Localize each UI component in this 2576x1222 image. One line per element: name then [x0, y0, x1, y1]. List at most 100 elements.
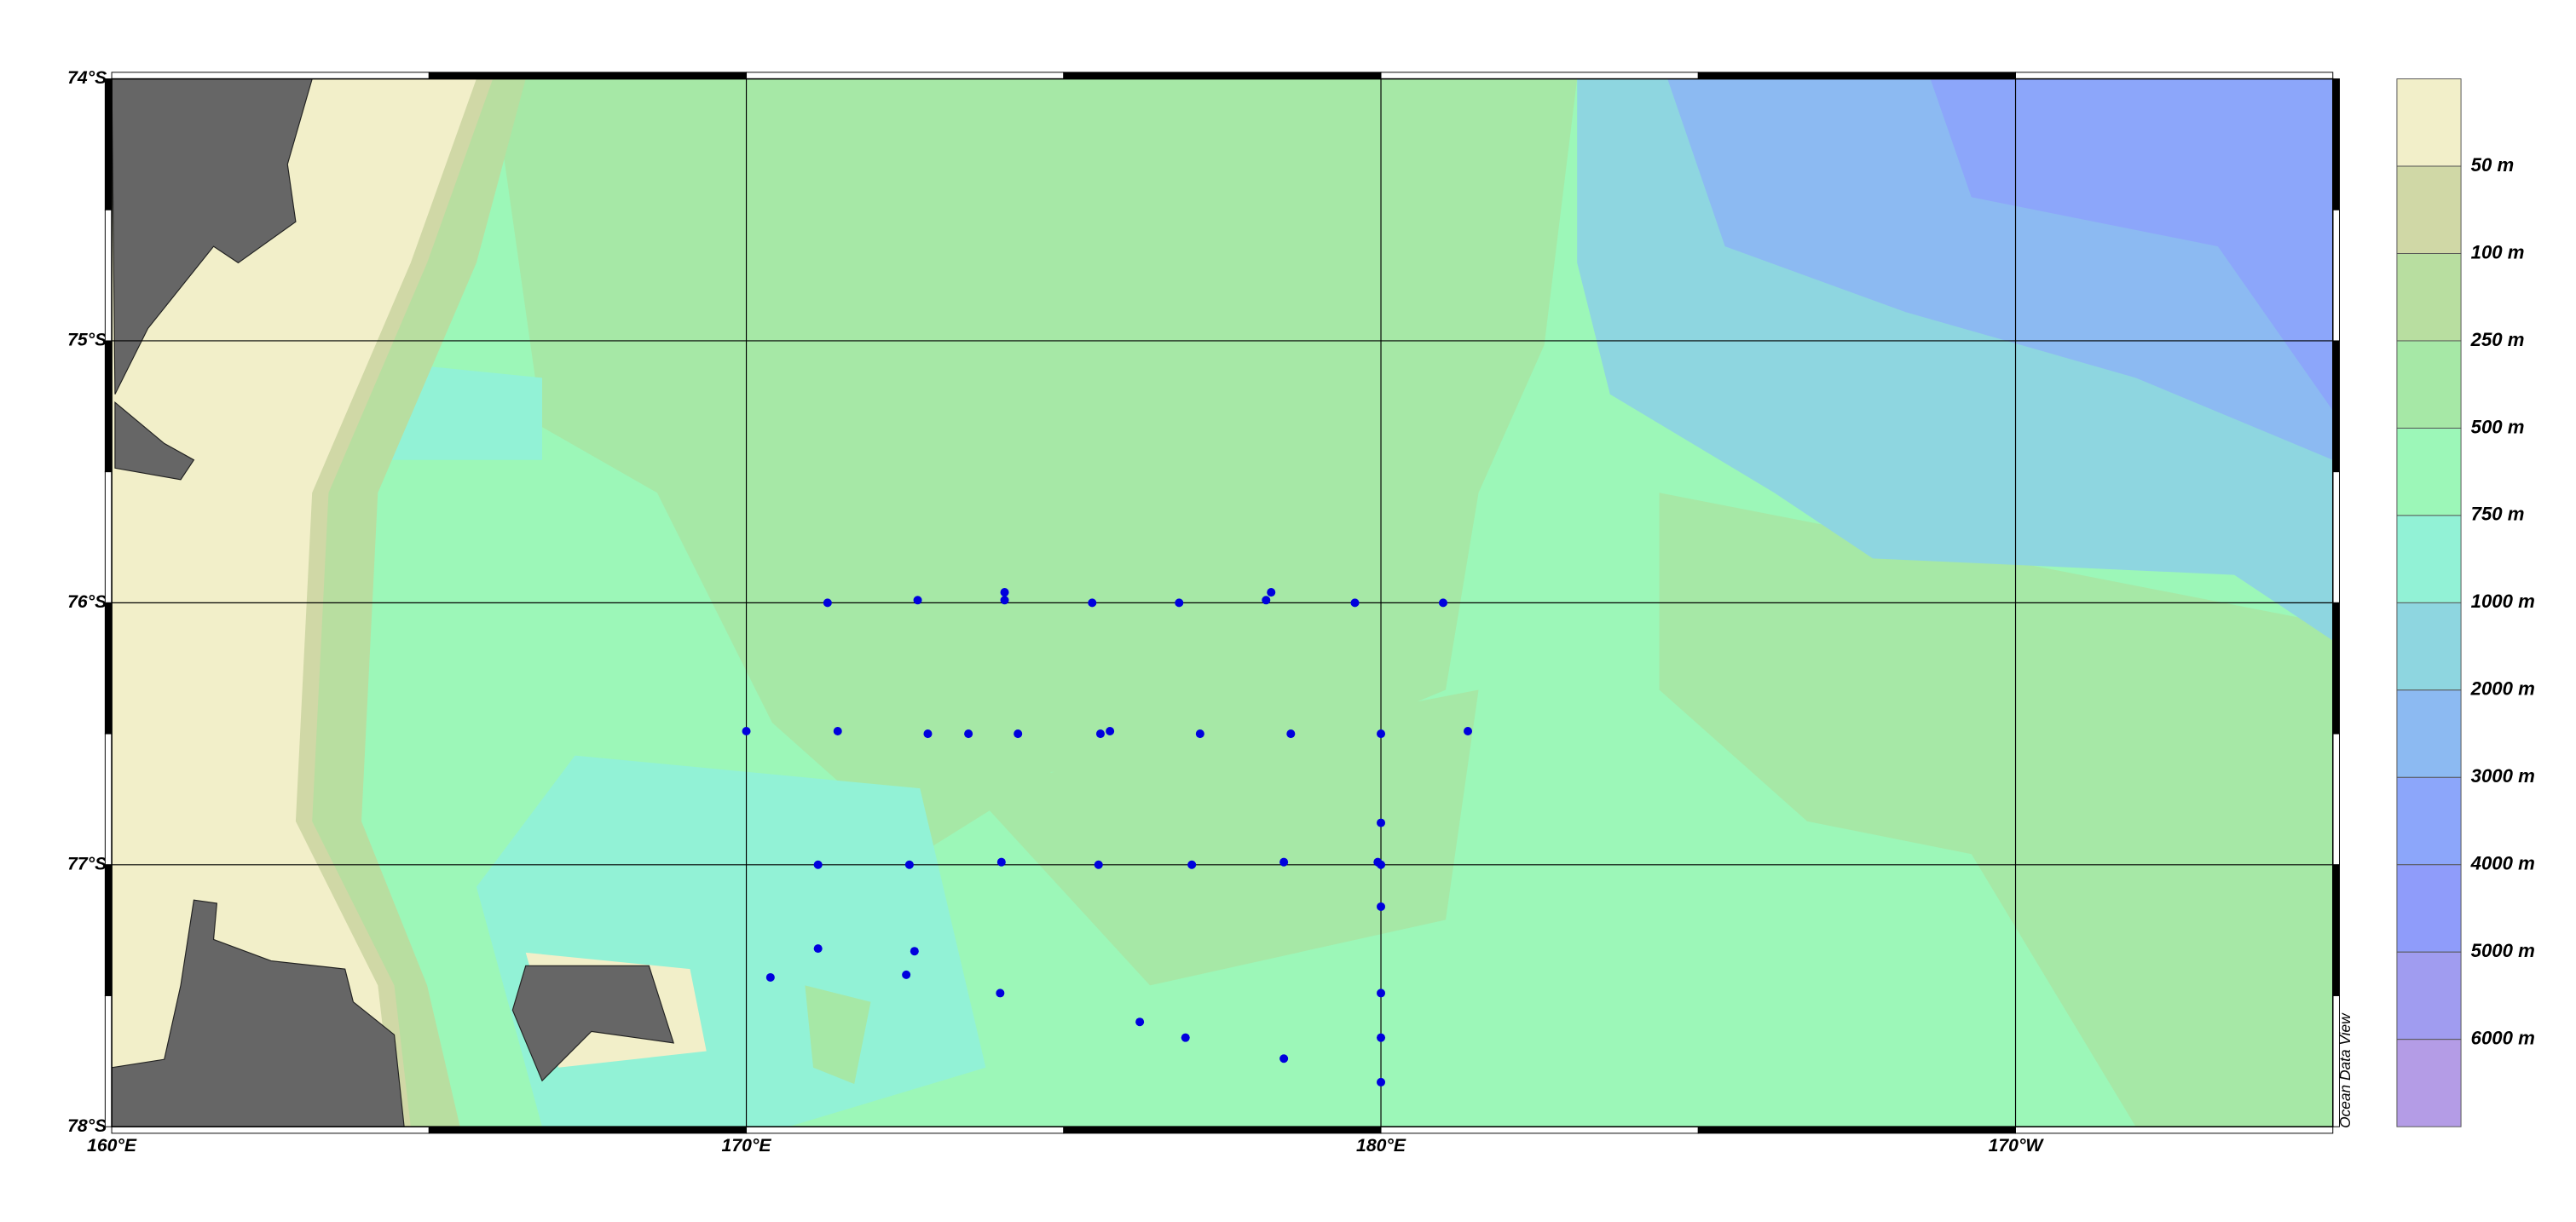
legend-swatch — [2396, 864, 2462, 953]
legend-swatch — [2396, 78, 2462, 167]
station — [996, 989, 1005, 998]
stations — [742, 588, 1473, 1087]
frame-segment — [2332, 78, 2340, 210]
frame-segment — [111, 72, 430, 80]
legend-swatch — [2396, 515, 2462, 603]
station — [1267, 588, 1276, 597]
station — [1438, 598, 1448, 608]
frame-segment — [104, 209, 113, 342]
station — [1135, 1017, 1145, 1027]
legend-swatch — [2396, 602, 2462, 691]
frame-segment — [1063, 72, 1382, 80]
frame-segment — [1063, 1126, 1382, 1134]
station — [1195, 729, 1204, 739]
station — [1377, 729, 1386, 739]
frame-segment — [2332, 340, 2340, 473]
credit: Ocean Data View — [2336, 1012, 2354, 1128]
station — [1262, 596, 1271, 605]
frame-segment — [428, 1126, 748, 1134]
station — [910, 947, 919, 956]
legend-label: 4000 m — [2470, 853, 2535, 874]
frame-segment — [111, 1126, 430, 1134]
frame-segment — [104, 994, 113, 1127]
legend-label: 3000 m — [2471, 765, 2535, 787]
station — [1377, 1077, 1386, 1087]
frame-segment — [2332, 864, 2340, 996]
frame-segment — [2015, 72, 2334, 80]
legend-label: 5000 m — [2471, 940, 2535, 961]
station — [1088, 598, 1097, 608]
station — [1377, 902, 1386, 911]
station — [904, 860, 914, 869]
station — [1014, 729, 1023, 739]
legend-label: 250 m — [2470, 329, 2525, 350]
station — [1350, 598, 1360, 608]
legend-swatch — [2396, 253, 2462, 342]
legend-swatch — [2396, 427, 2462, 516]
legend-label: 50 m — [2471, 154, 2515, 176]
frame-segment — [104, 864, 113, 996]
station — [1187, 860, 1197, 869]
station — [1000, 588, 1009, 597]
legend-swatch — [2396, 165, 2462, 254]
station — [1106, 726, 1115, 736]
frame-segment — [1697, 72, 2016, 80]
frame-segment — [746, 1126, 1065, 1134]
legend-label: 6000 m — [2471, 1028, 2535, 1049]
station — [742, 726, 751, 736]
frame-segment — [1380, 1126, 1699, 1134]
frame-segment — [104, 471, 113, 603]
x-tick-label: 160°E — [87, 1136, 137, 1156]
station — [1181, 1033, 1190, 1042]
y-tick-label: 75°S — [67, 331, 107, 350]
station — [913, 596, 922, 605]
station — [1377, 860, 1386, 869]
frame-segment — [746, 72, 1065, 80]
station — [1377, 1033, 1386, 1042]
frame-segment — [2332, 733, 2340, 866]
x-tick-label: 170°E — [722, 1136, 772, 1156]
legend-swatch — [2396, 689, 2462, 778]
frame-segment — [428, 72, 748, 80]
legend-label: 750 m — [2471, 504, 2525, 525]
map-frame — [104, 72, 2340, 1134]
station — [1279, 1054, 1289, 1063]
station — [1095, 729, 1105, 739]
y-tick-label: 78°S — [67, 1116, 107, 1136]
legend-label: 500 m — [2471, 416, 2525, 437]
station — [964, 729, 973, 739]
frame-segment — [2332, 471, 2340, 603]
station — [823, 598, 832, 608]
frame-border — [111, 78, 2334, 1127]
station — [765, 972, 775, 982]
station — [996, 857, 1006, 867]
frame-segment — [104, 733, 113, 866]
station — [1094, 860, 1103, 869]
station — [1377, 989, 1386, 998]
frame-segment — [104, 78, 113, 210]
depth-legend: 50 m 100 m 250 m 500 m 750 m 1000 m 2000 m 3000… — [2396, 78, 2535, 1127]
x-tick-label: 170°W — [1989, 1136, 2045, 1156]
y-tick-label: 76°S — [67, 592, 107, 612]
station — [923, 729, 933, 739]
station — [813, 944, 823, 954]
station — [1286, 729, 1296, 739]
station — [1175, 598, 1184, 608]
frame-segment — [2332, 209, 2340, 342]
station — [1464, 726, 1473, 736]
frame-segment — [1380, 72, 1699, 80]
frame-segment — [1697, 1126, 2016, 1134]
station — [1000, 596, 1009, 605]
frame-segment — [2015, 1126, 2334, 1134]
y-tick-label: 74°S — [67, 68, 107, 88]
legend-swatch — [2396, 1039, 2462, 1127]
legend-swatch — [2396, 951, 2462, 1040]
x-tick-label: 180°E — [1356, 1136, 1406, 1156]
legend-label: 2000 m — [2470, 678, 2535, 700]
station — [833, 726, 842, 736]
legend-swatch — [2396, 340, 2462, 429]
legend-label: 1000 m — [2471, 591, 2535, 612]
station — [1279, 857, 1289, 867]
y-tick-label: 77°S — [67, 854, 107, 873]
